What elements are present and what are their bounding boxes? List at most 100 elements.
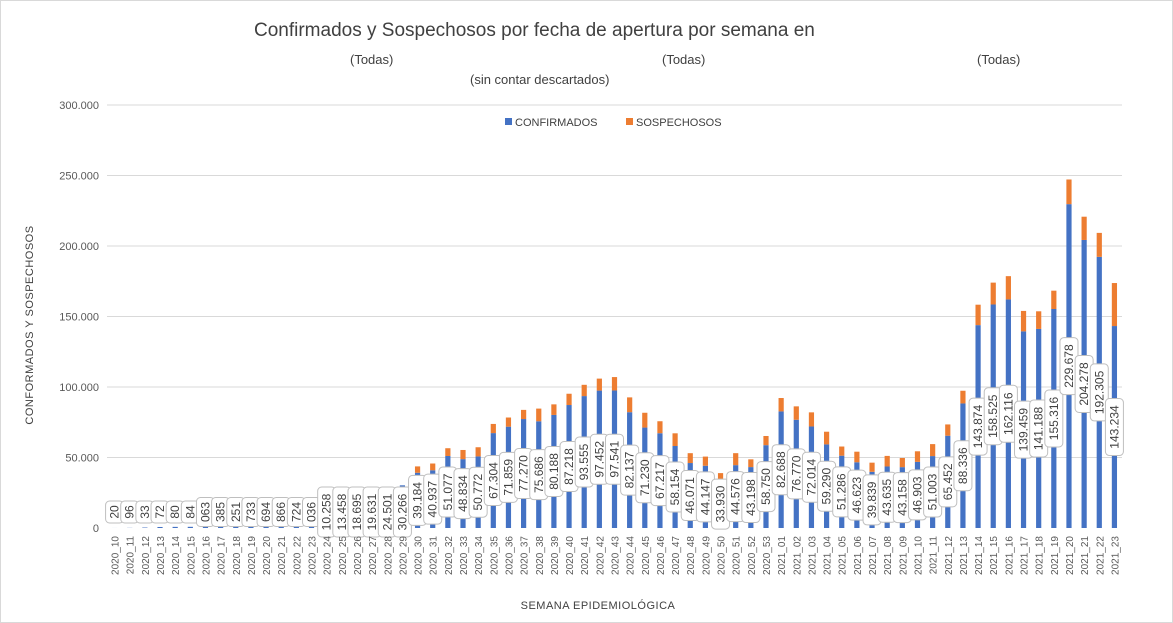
x-tick-label: 2020_23 (308, 536, 319, 575)
data-label-text: 97.452 (592, 441, 606, 478)
data-label-text: 51.286 (835, 473, 849, 510)
data-label-confirmados: 82.688 (771, 444, 791, 496)
x-tick-label: 2020_49 (701, 536, 712, 575)
y-tick-label: 300.000 (59, 100, 99, 112)
x-tick-label: 2021_21 (1080, 536, 1091, 575)
x-tick-label: 2020_22 (292, 536, 303, 575)
data-label-confirmados: 72 (150, 500, 170, 524)
bar-sospechosos (763, 435, 769, 446)
x-tick-label: 2021_11 (929, 536, 940, 575)
x-tick-label: 2020_11 (126, 536, 137, 575)
data-label-text: 46.623 (850, 476, 864, 513)
data-label-text: 76.770 (789, 455, 803, 492)
bar-sospechosos (521, 409, 527, 420)
data-label-confirmados: 10.258 (317, 486, 337, 538)
data-label-text: 40.937 (426, 480, 440, 517)
bar-sospechosos (869, 462, 875, 472)
x-tick-label: 2021_02 (792, 536, 803, 575)
filter-value-1[interactable]: (Todas) (350, 52, 394, 67)
bar-sospechosos (566, 393, 572, 406)
data-label-text: 143.234 (1107, 405, 1121, 449)
data-label-confirmados: 162.116 (998, 384, 1018, 443)
bar-sospechosos (430, 463, 436, 471)
x-tick-label: 2021_18 (1035, 536, 1046, 575)
data-label-confirmados: 13.458 (332, 486, 352, 538)
bar-sospechosos (490, 423, 496, 434)
data-label-confirmados: 46.071 (680, 470, 700, 522)
data-label-confirmados: 51.077 (438, 466, 458, 518)
data-label-confirmados: 59.290 (817, 460, 837, 512)
bar-sospechosos (1111, 283, 1118, 327)
data-label-text: 72.014 (804, 459, 818, 496)
x-tick-label: 2020_32 (444, 536, 455, 575)
data-label-text: 158.525 (986, 394, 1000, 438)
data-label-confirmados: 97.541 (605, 433, 624, 485)
filter-value-2[interactable]: (Todas) (662, 52, 706, 67)
bar-sospechosos (793, 406, 799, 420)
x-axis-ticks: 2020_10 2020_11 2020_12 2020_13 2020_14 2020_… (111, 536, 1122, 575)
legend-swatch-confirmados (505, 118, 512, 125)
data-label-text: 155.316 (1047, 396, 1061, 440)
data-label-confirmados: 143.234 (1104, 398, 1124, 457)
x-tick-label: 2021_04 (823, 536, 834, 575)
x-tick-label: 2020_42 (595, 536, 606, 575)
bar-confirmados (157, 526, 163, 528)
filter-value-3[interactable]: (Todas) (977, 52, 1021, 67)
x-tick-label: 2020_48 (686, 536, 697, 575)
data-label-confirmados: 20 (105, 500, 125, 524)
bar-sospechosos (748, 459, 754, 468)
data-label-confirmados: 84 (180, 500, 200, 524)
legend-swatch-sospechosos (626, 118, 633, 125)
x-tick-label: 2020_35 (489, 536, 500, 575)
data-label-confirmados: 43.198 (741, 472, 761, 524)
x-tick-label: 2021_08 (883, 536, 894, 575)
data-label-text: 84 (183, 505, 197, 519)
x-tick-label: 2020_41 (580, 536, 591, 575)
data-label-text: 58.750 (759, 468, 773, 505)
bar-sospechosos (687, 453, 693, 464)
y-tick-label: 200.000 (59, 241, 99, 253)
bar-sospechosos (672, 433, 678, 447)
x-tick-label: 2020_52 (747, 536, 758, 575)
data-label-confirmados: 76.770 (786, 448, 806, 500)
x-tick-label: 2020_37 (520, 536, 531, 575)
data-label-text: 51.003 (926, 473, 940, 510)
bar-sospechosos (945, 424, 951, 436)
data-label-text: 18.695 (350, 493, 364, 530)
data-label-text: 724 (289, 502, 303, 522)
x-tick-label: 2020_26 (353, 536, 364, 575)
x-tick-label: 2020_18 (232, 536, 243, 575)
bar-sospechosos (1081, 216, 1087, 240)
data-label-confirmados: 43.635 (877, 471, 897, 523)
bar-sospechosos (823, 431, 830, 445)
data-label-text: 43.198 (744, 479, 758, 516)
data-label-confirmados: 46.623 (847, 469, 867, 521)
bar-sospechosos (778, 398, 784, 412)
data-label-confirmados: 036 (302, 497, 322, 527)
data-label-text: 58.154 (668, 468, 682, 505)
x-tick-label: 2021_20 (1065, 536, 1076, 575)
data-label-confirmados: 88.336 (953, 440, 973, 492)
y-axis-ticks: 0 50.000 100.000 150.000 200.000 250.000 300.0… (59, 100, 99, 535)
legend: CONFIRMADOS SOSPECHOSOS (505, 117, 722, 129)
data-label-text: 141.188 (1032, 406, 1046, 450)
data-label-text: 88.336 (956, 447, 970, 484)
x-tick-label: 2020_47 (671, 536, 682, 575)
x-axis-title: SEMANA EPIDEMIOLÓGICA (521, 599, 676, 612)
data-label-text: 72 (153, 505, 167, 519)
x-tick-label: 2021_10 (913, 536, 924, 575)
data-labels: 20 96 33 72 80 84 063 385 251 733 694 866 724 036 10.2… (105, 337, 1124, 538)
x-tick-label: 2021_05 (838, 536, 849, 575)
data-label-confirmados: 71.230 (635, 452, 655, 504)
bar-sospechosos (914, 451, 921, 462)
data-label-text: 13.458 (335, 493, 349, 530)
x-tick-label: 2021_03 (807, 536, 818, 575)
x-tick-label: 2020_20 (262, 536, 273, 575)
bar-sospechosos (611, 377, 618, 391)
data-label-text: 866 (274, 502, 288, 522)
x-tick-label: 2021_14 (974, 536, 985, 575)
x-tick-label: 2020_28 (383, 536, 394, 575)
bar-sospechosos (884, 455, 890, 467)
data-label-confirmados: 58.154 (665, 461, 685, 513)
data-label-text: 71.230 (638, 459, 652, 496)
